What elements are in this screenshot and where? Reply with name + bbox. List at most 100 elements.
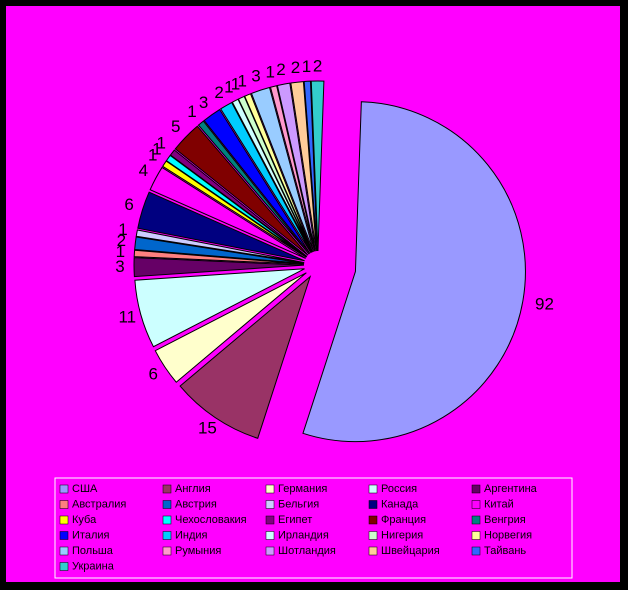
pie-slice bbox=[250, 86, 315, 252]
legend-label: Шотландия bbox=[278, 545, 336, 557]
data-label: 1 bbox=[118, 220, 127, 239]
legend-swatch bbox=[265, 484, 275, 494]
pie-slice bbox=[174, 125, 309, 256]
data-label: 92 bbox=[535, 294, 554, 313]
legend-label: Индия bbox=[175, 529, 208, 541]
legend-swatch bbox=[368, 531, 378, 540]
legend-swatch bbox=[471, 500, 481, 509]
legend-swatch bbox=[265, 515, 275, 525]
legend-label: Италия bbox=[72, 529, 110, 541]
legend-swatch bbox=[59, 531, 69, 540]
pie-slice bbox=[133, 257, 305, 278]
data-label: 1 bbox=[148, 145, 157, 164]
legend-swatch bbox=[368, 484, 378, 494]
data-label: 2 bbox=[214, 83, 223, 102]
data-label: 1 bbox=[302, 57, 311, 76]
pie-slice bbox=[134, 268, 305, 348]
legend-swatch bbox=[162, 500, 172, 509]
pie-slice bbox=[269, 85, 316, 252]
pie-slice bbox=[244, 93, 314, 253]
legend-label: Австрия bbox=[175, 498, 217, 510]
legend-label: Куба bbox=[72, 514, 97, 526]
data-label: 11 bbox=[118, 308, 136, 327]
legend-swatch bbox=[368, 515, 378, 525]
legend-swatch bbox=[162, 515, 172, 525]
legend-label: Бельгия bbox=[278, 498, 319, 510]
pie-slice bbox=[165, 154, 307, 258]
pie-slice bbox=[303, 80, 318, 252]
pie-slice bbox=[220, 101, 312, 254]
legend-swatch bbox=[59, 500, 69, 509]
pie-slice bbox=[154, 272, 307, 383]
data-label: 3 bbox=[251, 66, 260, 85]
data-label: 1 bbox=[187, 102, 196, 121]
legend-label: Ирландия bbox=[278, 529, 329, 541]
legend-label: Румыния bbox=[175, 545, 221, 557]
legend-label: Франция bbox=[381, 514, 426, 526]
legend-swatch bbox=[368, 500, 378, 509]
data-label: 2 bbox=[291, 58, 300, 77]
data-label: 1 bbox=[231, 74, 240, 93]
legend-swatch bbox=[59, 562, 69, 571]
legend-label: США bbox=[72, 483, 98, 495]
legend-label: Украина bbox=[72, 560, 115, 572]
legend-label: Тайвань bbox=[484, 545, 526, 557]
pie-slice bbox=[310, 80, 325, 252]
legend-label: Египет bbox=[278, 514, 312, 526]
legend-swatch bbox=[162, 546, 172, 556]
legend-swatch bbox=[471, 546, 481, 556]
data-label: 2 bbox=[276, 60, 285, 79]
legend bbox=[54, 477, 573, 579]
data-label: 5 bbox=[171, 117, 180, 136]
pie-slice bbox=[162, 160, 307, 258]
pie-slice bbox=[302, 101, 526, 443]
data-label: 1 bbox=[152, 139, 161, 158]
data-label: 6 bbox=[149, 364, 158, 383]
pie-slice bbox=[197, 120, 310, 255]
data-label: 1 bbox=[116, 242, 125, 261]
legend-label: Нигерия bbox=[381, 529, 423, 541]
legend-label: Австралия bbox=[72, 498, 126, 510]
legend-label: Венгрия bbox=[484, 514, 526, 526]
legend-swatch bbox=[265, 546, 275, 556]
data-label: 1 bbox=[265, 62, 274, 81]
legend-swatch bbox=[265, 531, 275, 540]
pie-slice bbox=[137, 191, 305, 262]
legend-swatch bbox=[162, 484, 172, 494]
legend-swatch bbox=[471, 515, 481, 525]
legend-swatch bbox=[471, 484, 481, 494]
pie-slice bbox=[135, 229, 305, 264]
legend-label: Чехословакия bbox=[175, 514, 247, 526]
legend-label: Россия bbox=[381, 483, 417, 495]
legend-swatch bbox=[59, 484, 69, 494]
legend-swatch bbox=[162, 531, 172, 540]
legend-label: Аргентина bbox=[484, 483, 538, 495]
pie-slice bbox=[203, 108, 311, 254]
data-label: 4 bbox=[139, 161, 148, 180]
pie-slice bbox=[169, 149, 308, 257]
legend-label: Китай bbox=[484, 498, 514, 510]
legend-label: Германия bbox=[278, 483, 327, 495]
pie-slice bbox=[237, 95, 313, 253]
legend-swatch bbox=[59, 546, 69, 556]
data-label: 1 bbox=[238, 72, 247, 91]
data-label: 1 bbox=[224, 78, 233, 97]
legend-swatch bbox=[368, 546, 378, 556]
legend-label: Польша bbox=[72, 545, 114, 557]
legend-label: Канада bbox=[381, 498, 419, 510]
data-label: 2 bbox=[313, 56, 322, 75]
pie-slice bbox=[276, 82, 316, 252]
legend-label: Норвегия bbox=[484, 529, 532, 541]
legend-label: Швейцария bbox=[381, 545, 440, 557]
legend-swatch bbox=[59, 515, 69, 525]
legend-label: Англия bbox=[175, 483, 211, 495]
pie-slice bbox=[133, 249, 305, 265]
data-label: 15 bbox=[198, 419, 217, 438]
data-label: 6 bbox=[124, 195, 133, 214]
pie-slice bbox=[179, 275, 312, 439]
pie-slice bbox=[149, 166, 306, 259]
data-label: 3 bbox=[199, 93, 208, 112]
pie-slice bbox=[134, 236, 305, 264]
pie-slice bbox=[290, 81, 317, 252]
